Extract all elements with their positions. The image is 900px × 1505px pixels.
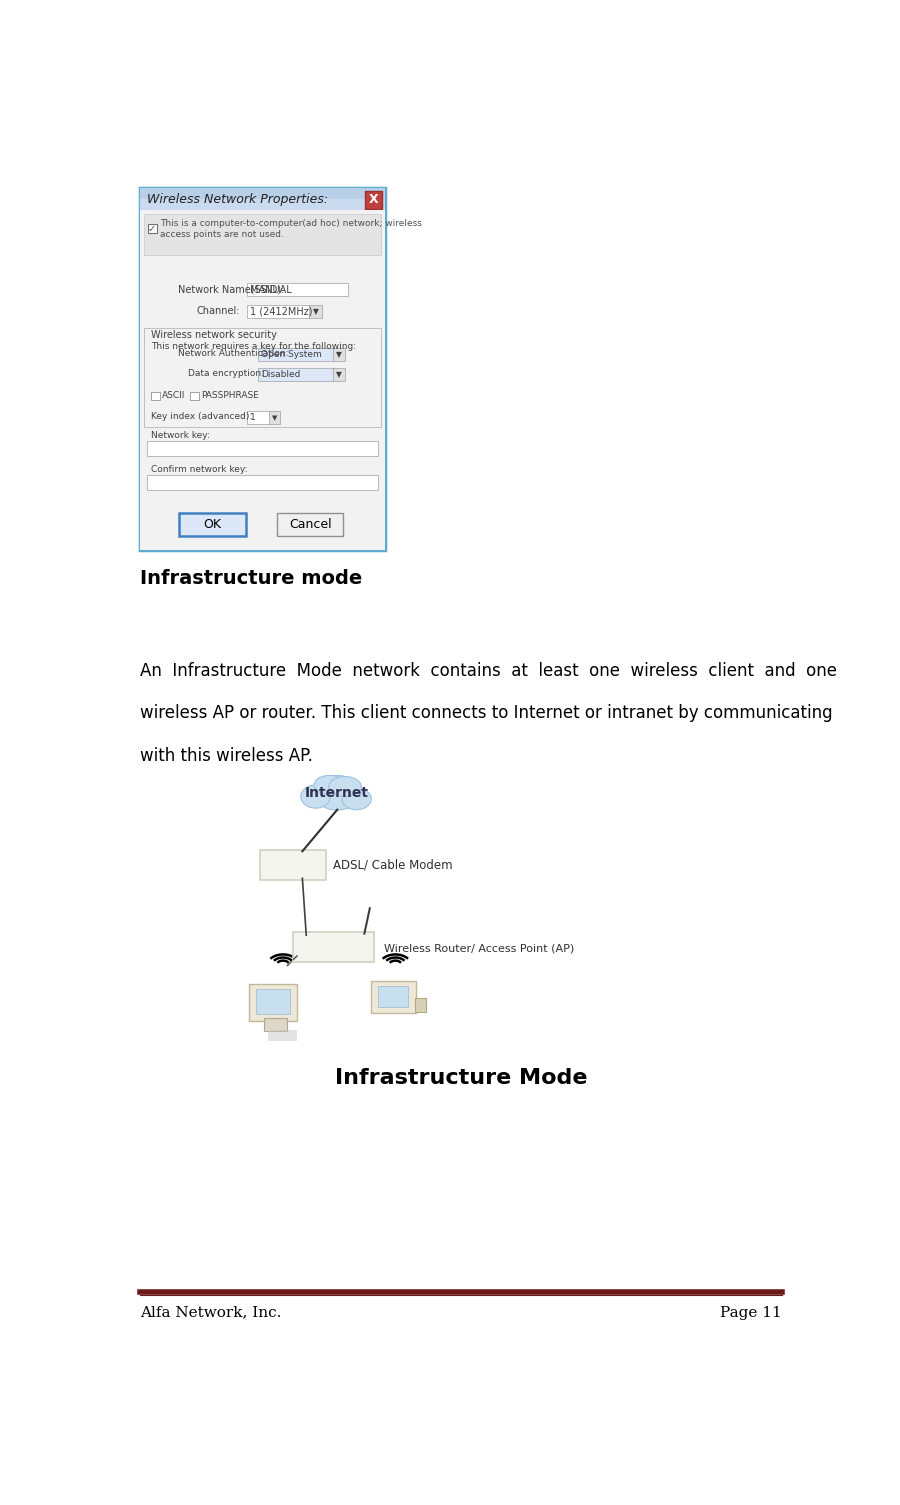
Text: This network requires a key for the following:: This network requires a key for the foll… (151, 342, 356, 351)
Text: Network Authentication:: Network Authentication: (177, 349, 288, 358)
Text: ▼: ▼ (336, 370, 342, 379)
Text: X: X (369, 193, 379, 206)
Bar (269, 411, 280, 424)
Bar (143, 328, 382, 427)
FancyBboxPatch shape (277, 513, 344, 536)
Text: with this wireless AP.: with this wireless AP. (140, 746, 313, 765)
Bar (333, 367, 345, 381)
Ellipse shape (314, 775, 345, 795)
Bar (147, 474, 378, 491)
Text: Infrastructure mode: Infrastructure mode (140, 569, 363, 588)
Text: This is a computer-to-computer(ad hoc) network; wireless: This is a computer-to-computer(ad hoc) n… (160, 220, 421, 229)
Bar (256, 989, 290, 1014)
Text: Channel:: Channel: (196, 306, 239, 316)
Bar (310, 304, 322, 318)
Bar (258, 367, 334, 381)
Ellipse shape (342, 789, 372, 810)
Text: Network key:: Network key: (151, 430, 210, 439)
Text: An  Infrastructure  Mode  network  contains  at  least  one  wireless  client  a: An Infrastructure Mode network contains … (140, 662, 837, 680)
Text: ✓: ✓ (148, 224, 156, 235)
Text: Infrastructure Mode: Infrastructure Mode (335, 1067, 588, 1088)
Ellipse shape (328, 777, 361, 796)
Text: Confirm network key:: Confirm network key: (151, 465, 248, 474)
Bar (148, 224, 157, 233)
Bar (378, 986, 408, 1007)
Bar (140, 199, 384, 209)
FancyBboxPatch shape (264, 1017, 287, 1031)
Bar (151, 391, 160, 400)
Text: Internet: Internet (305, 786, 369, 799)
Text: Data encryption:: Data encryption: (188, 369, 265, 378)
Text: Wireless network security: Wireless network security (151, 330, 277, 340)
Bar (415, 998, 427, 1013)
Text: Wireless Router/ Access Point (AP): Wireless Router/ Access Point (AP) (383, 944, 574, 953)
Text: ASCII: ASCII (162, 391, 185, 400)
Bar (140, 209, 384, 551)
FancyBboxPatch shape (372, 981, 416, 1013)
FancyBboxPatch shape (249, 984, 297, 1020)
Text: Disabled: Disabled (261, 370, 301, 379)
Text: ▼: ▼ (336, 351, 342, 360)
Text: Page 11: Page 11 (720, 1305, 782, 1320)
Text: 1 (2412MHz): 1 (2412MHz) (250, 307, 313, 316)
Bar (333, 348, 345, 361)
Bar (248, 411, 271, 424)
Text: ADSL/ Cable Modem: ADSL/ Cable Modem (333, 859, 453, 871)
Bar (143, 215, 382, 254)
Text: PASSPHRASE: PASSPHRASE (201, 391, 258, 400)
Text: wireless AP or router. This client connects to Internet or intranet by communica: wireless AP or router. This client conne… (140, 704, 833, 722)
Text: Open System: Open System (261, 351, 322, 360)
Text: Wireless Network Properties:: Wireless Network Properties: (147, 193, 328, 206)
FancyBboxPatch shape (293, 932, 374, 962)
Bar (190, 391, 199, 400)
FancyBboxPatch shape (365, 191, 382, 209)
Bar (140, 188, 384, 209)
Text: ▼: ▼ (272, 415, 277, 421)
FancyBboxPatch shape (267, 1029, 297, 1040)
Bar (248, 304, 310, 318)
Text: access points are not used.: access points are not used. (160, 230, 284, 239)
Text: Key index (advanced):: Key index (advanced): (151, 412, 253, 421)
Text: Alfa Network, Inc.: Alfa Network, Inc. (140, 1305, 282, 1320)
Text: OK: OK (203, 518, 221, 531)
Text: 1: 1 (250, 414, 256, 423)
FancyBboxPatch shape (260, 850, 327, 880)
Ellipse shape (314, 775, 361, 810)
Bar (248, 283, 348, 296)
Text: Network Name(SSID):: Network Name(SSID): (177, 284, 284, 293)
Bar (258, 348, 334, 361)
Text: MANUAL: MANUAL (250, 284, 292, 295)
Text: ▼: ▼ (312, 307, 319, 316)
Bar (140, 188, 384, 551)
Text: Cancel: Cancel (289, 518, 331, 531)
FancyBboxPatch shape (179, 513, 246, 536)
Bar (147, 441, 378, 456)
Ellipse shape (301, 786, 330, 808)
